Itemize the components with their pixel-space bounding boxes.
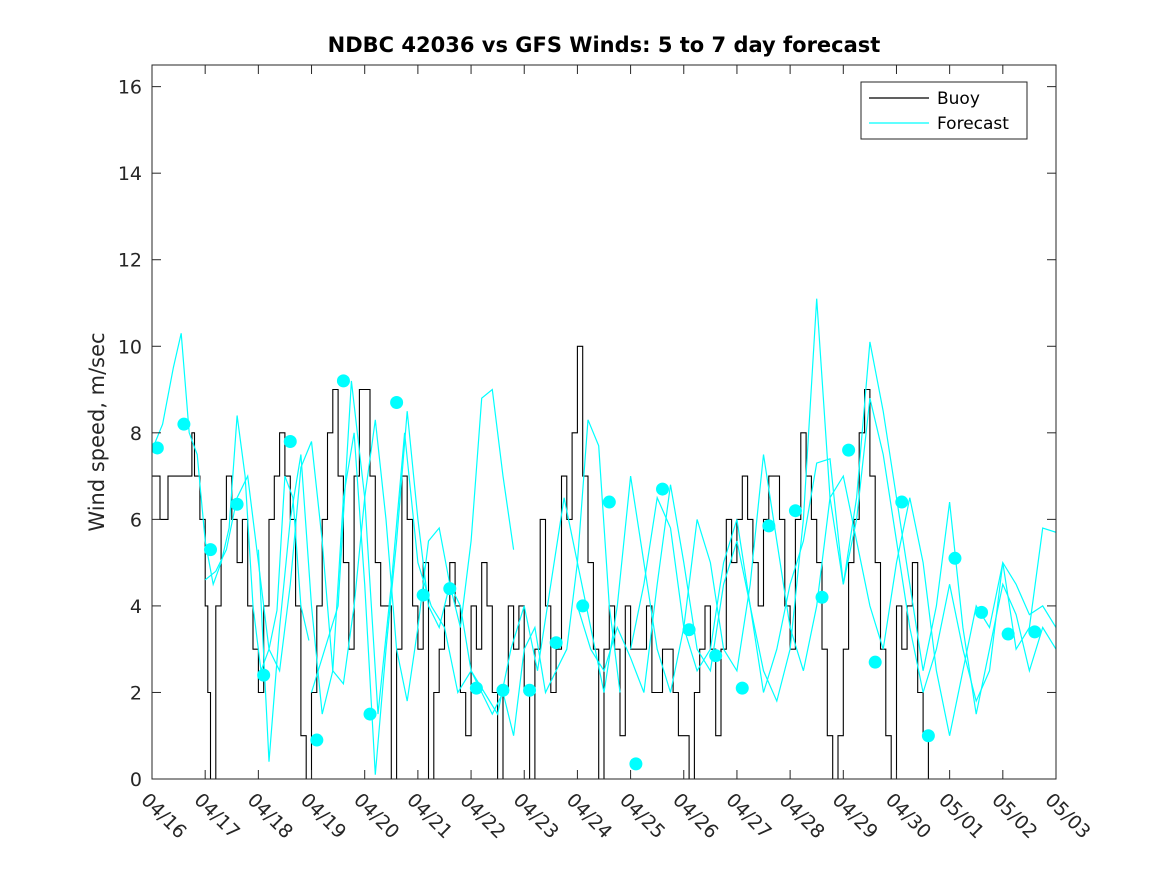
y-tick-label: 0 [130, 769, 142, 791]
x-tick-label: 04/29 [828, 789, 882, 843]
forecast-marker [523, 683, 537, 697]
forecast-marker [363, 707, 377, 721]
forecast-marker [203, 543, 217, 557]
plot-area [152, 298, 1056, 779]
x-tick-label: 04/21 [402, 789, 456, 843]
forecast-marker [868, 655, 882, 669]
forecast-marker [257, 668, 271, 682]
x-tick-label: 04/30 [881, 789, 935, 843]
y-tick-label: 8 [130, 423, 142, 445]
forecast-marker [921, 729, 935, 743]
forecast-marker [1028, 625, 1042, 639]
forecast-marker [549, 636, 563, 650]
forecast-marker [152, 441, 164, 455]
forecast-marker [948, 551, 962, 565]
legend-entry-label: Buoy [937, 89, 980, 109]
x-tick-label: 04/20 [349, 789, 403, 843]
x-tick-label: 04/28 [775, 789, 829, 843]
forecast-marker [629, 757, 643, 771]
x-tick-label: 04/19 [296, 789, 350, 843]
x-tick-label: 04/23 [509, 789, 563, 843]
forecast-marker [443, 582, 457, 596]
x-tick-label: 04/24 [562, 789, 616, 843]
forecast-marker [310, 733, 324, 747]
y-axis-label: Wind speed, m/sec [85, 332, 109, 531]
x-tick-label: 04/18 [243, 789, 297, 843]
forecast-marker [895, 495, 909, 509]
forecast-marker [788, 504, 802, 518]
x-tick-label: 05/02 [987, 789, 1041, 843]
forecast-marker [709, 649, 723, 663]
chart-title: NDBC 42036 vs GFS Winds: 5 to 7 day fore… [328, 33, 881, 57]
forecast-marker [682, 623, 696, 637]
forecast-series-line-5 [576, 298, 1056, 715]
forecast-marker [390, 396, 404, 410]
y-tick-label: 2 [130, 682, 142, 704]
forecast-series-line-1 [152, 333, 310, 672]
y-tick-label: 16 [118, 77, 142, 99]
x-tick-label: 05/01 [934, 789, 988, 843]
x-tick-label: 04/17 [190, 789, 244, 843]
forecast-marker [336, 374, 350, 388]
forecast-marker [762, 519, 776, 533]
forecast-marker [975, 605, 989, 619]
y-tick-label: 10 [118, 336, 142, 358]
legend-entry-label: Forecast [937, 114, 1009, 134]
y-tick-label: 14 [118, 163, 142, 185]
y-tick-label: 12 [118, 250, 142, 272]
x-tick-label: 04/27 [721, 789, 775, 843]
data-group [152, 298, 1056, 779]
x-tick-label: 04/16 [136, 789, 190, 843]
forecast-marker [416, 588, 430, 602]
forecast-marker [735, 681, 749, 695]
legend: Buoy Forecast [860, 81, 1028, 140]
forecast-marker [842, 443, 856, 457]
forecast-marker [283, 434, 297, 448]
x-tick-label: 04/25 [615, 789, 669, 843]
forecast-marker [230, 497, 244, 511]
x-tick-label: 04/22 [456, 789, 510, 843]
buoy-series-line [152, 345, 934, 779]
y-tick-label: 6 [130, 509, 142, 531]
forecast-series-line-6 [630, 398, 1056, 703]
y-tick-label: 4 [130, 596, 142, 618]
forecast-marker [469, 681, 483, 695]
x-tick-label: 04/26 [668, 789, 722, 843]
forecast-series-line-3 [257, 411, 621, 775]
forecast-marker [815, 590, 829, 604]
forecast-marker [177, 417, 191, 431]
forecast-marker [655, 482, 669, 496]
forecast-marker [496, 683, 510, 697]
forecast-marker [602, 495, 616, 509]
legend-box [860, 81, 1028, 140]
axes-box [151, 64, 1057, 780]
forecast-marker [1001, 627, 1015, 641]
x-tick-label: 05/03 [1040, 789, 1094, 843]
forecast-marker [576, 599, 590, 613]
